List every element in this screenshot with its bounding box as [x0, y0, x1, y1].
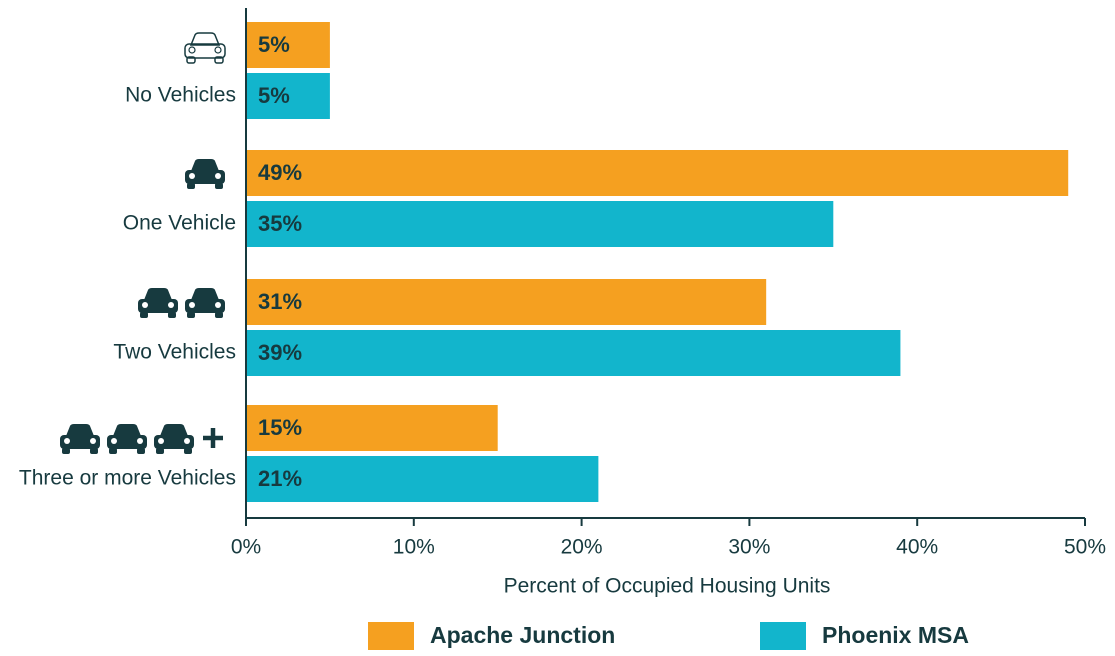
car-wheel [214, 56, 224, 64]
car-wheel [168, 312, 176, 318]
car-roof [66, 424, 94, 436]
x-axis-label: Percent of Occupied Housing Units [504, 575, 831, 598]
car-icon [185, 288, 225, 318]
category-label: Two Vehicles [113, 341, 236, 364]
value-label: 15% [258, 415, 302, 440]
bar [246, 456, 599, 502]
category-label: One Vehicle [123, 212, 236, 235]
car-light [142, 302, 148, 308]
car-wheel [62, 448, 70, 454]
x-tick-label: 50% [1064, 536, 1106, 559]
car-wheel [187, 312, 195, 318]
car-roof [191, 288, 219, 300]
bar [246, 73, 330, 119]
car-body [138, 299, 178, 313]
car-body [107, 435, 147, 449]
bar [246, 405, 498, 451]
car-icon [138, 288, 178, 318]
value-label: 21% [258, 466, 302, 491]
car-wheel [186, 56, 196, 64]
value-label: 39% [258, 340, 302, 365]
car-body [184, 43, 226, 59]
car-light [189, 302, 195, 308]
category-label: Three or more Vehicles [19, 467, 236, 490]
car-light [137, 438, 143, 444]
car-icon [154, 424, 194, 454]
car-roof [189, 32, 221, 46]
legend-swatch [760, 622, 806, 650]
car-roof [144, 288, 172, 300]
bar [246, 279, 767, 325]
car-icon [107, 424, 147, 454]
car-light [158, 438, 164, 444]
car-body [185, 299, 225, 313]
legend-label: Apache Junction [430, 622, 615, 648]
car-wheel [140, 312, 148, 318]
x-tick-label: 0% [231, 536, 261, 559]
car-roof [191, 159, 219, 171]
bar [246, 330, 901, 376]
bar [246, 201, 834, 247]
category-label: No Vehicles [125, 84, 236, 107]
car-light [90, 438, 96, 444]
x-tick-label: 20% [561, 536, 603, 559]
car-light [215, 302, 221, 308]
car-light [214, 46, 222, 54]
car-roof [113, 424, 141, 436]
car-light [215, 173, 221, 179]
x-tick-label: 30% [728, 536, 770, 559]
value-label: 49% [258, 160, 302, 185]
car-wheel [215, 183, 223, 189]
car-wheel [184, 448, 192, 454]
value-label: 35% [258, 211, 302, 236]
car-body [154, 435, 194, 449]
car-light [64, 438, 70, 444]
car-wheel [215, 312, 223, 318]
value-label: 5% [258, 32, 290, 57]
x-tick-label: 40% [896, 536, 938, 559]
car-light [111, 438, 117, 444]
car-light [184, 438, 190, 444]
car-icon [185, 159, 225, 189]
bar [246, 150, 1069, 196]
car-wheel [156, 448, 164, 454]
car-light [188, 46, 196, 54]
value-label: 31% [258, 289, 302, 314]
car-body [185, 170, 225, 184]
legend-label: Phoenix MSA [822, 622, 969, 648]
car-light [189, 173, 195, 179]
car-icon [184, 32, 226, 64]
legend-swatch [368, 622, 414, 650]
bar [246, 22, 330, 68]
plus-icon [203, 428, 223, 448]
car-roof [160, 424, 188, 436]
car-wheel [137, 448, 145, 454]
x-tick-label: 10% [393, 536, 435, 559]
car-body [60, 435, 100, 449]
car-icon [60, 424, 100, 454]
car-wheel [187, 183, 195, 189]
car-wheel [109, 448, 117, 454]
value-label: 5% [258, 83, 290, 108]
car-wheel [90, 448, 98, 454]
car-light [168, 302, 174, 308]
